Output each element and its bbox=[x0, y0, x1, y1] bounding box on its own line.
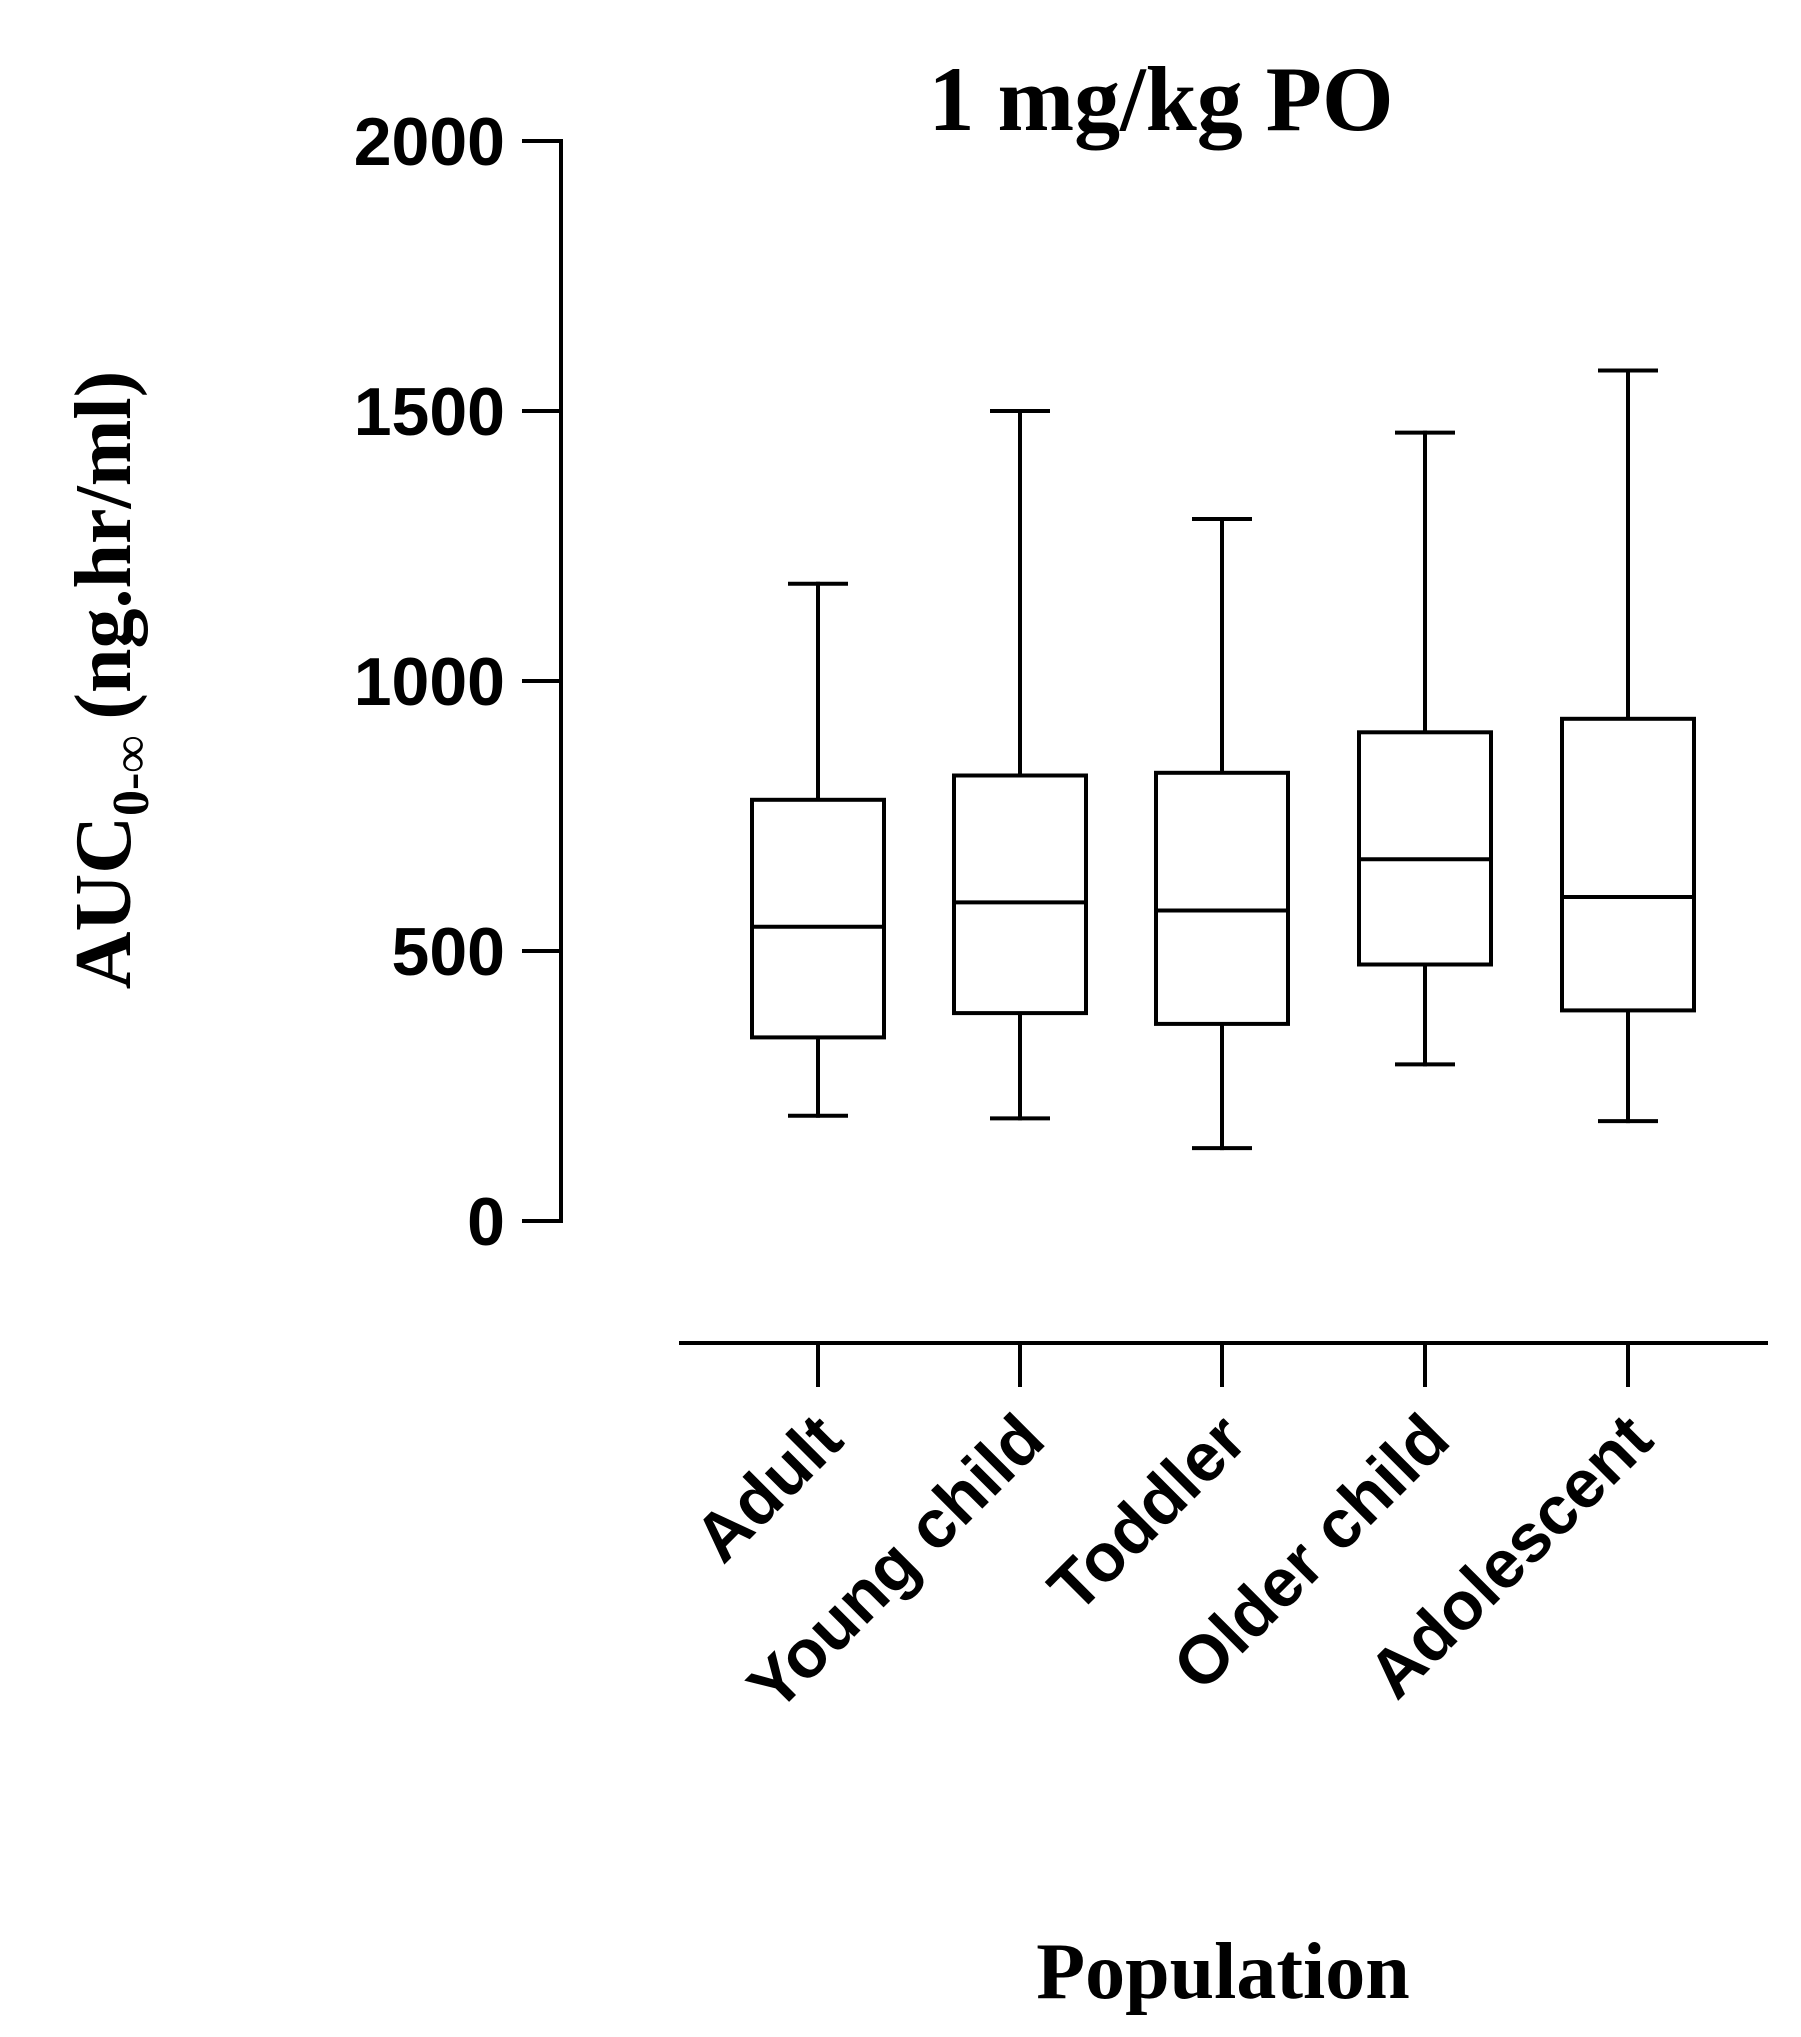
box-group bbox=[1357, 430, 1493, 1067]
y-axis-label-main: AUC bbox=[60, 816, 148, 989]
y-axis-label-subscript: 0-∞ bbox=[103, 736, 160, 816]
y-tick-label: 1500 bbox=[354, 374, 505, 450]
y-ticks: 0 500 1000 1500 2000 bbox=[354, 104, 563, 1260]
y-axis: 0 500 1000 1500 2000 bbox=[354, 104, 563, 1260]
x-tick-label: Adult bbox=[680, 1400, 857, 1577]
iqr-box bbox=[1154, 770, 1290, 1026]
y-axis-label-units: (ng.hr/ml) bbox=[60, 371, 148, 720]
box-group bbox=[1154, 517, 1290, 1151]
iqr-box bbox=[750, 797, 886, 1040]
y-tick-label: 0 bbox=[467, 1184, 505, 1260]
iqr-box bbox=[952, 773, 1088, 1016]
y-tick-label: 500 bbox=[392, 914, 505, 990]
iqr-box bbox=[1560, 716, 1696, 1013]
chart-title: 1 mg/kg PO bbox=[928, 48, 1393, 150]
x-axis-label: Population bbox=[1036, 1928, 1409, 2016]
iqr-box bbox=[1357, 730, 1493, 967]
y-tick-label: 1000 bbox=[354, 644, 505, 720]
y-tick-label: 2000 bbox=[354, 104, 505, 180]
boxes bbox=[750, 368, 1696, 1151]
y-axis-label: AUC0-∞ (ng.hr/ml) bbox=[60, 371, 160, 990]
box-group bbox=[952, 409, 1088, 1121]
box-group bbox=[1560, 368, 1696, 1124]
box-group bbox=[750, 581, 886, 1118]
